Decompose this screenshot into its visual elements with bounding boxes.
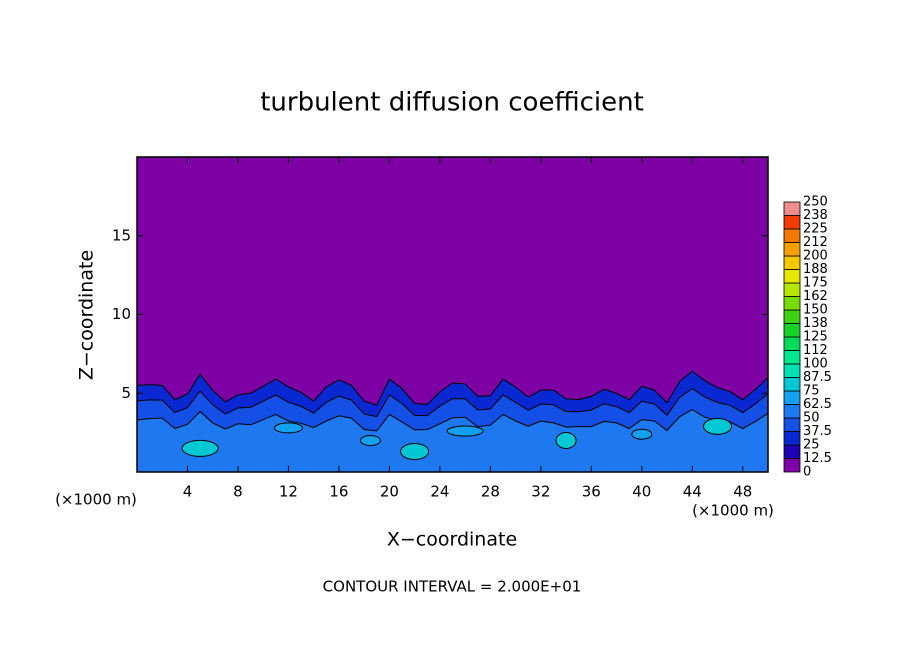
annotation: CONTOUR INTERVAL = 2.000E+01: [323, 578, 582, 596]
colorbar-label: 225: [803, 222, 828, 237]
colorbar-label: 12.5: [803, 451, 832, 466]
x-tick-label: 4: [183, 483, 193, 501]
colorbar-box: [783, 309, 801, 324]
colorbar-box: [783, 255, 801, 270]
colorbar-label: 150: [803, 303, 828, 318]
colorbar-box: [783, 431, 801, 446]
x-tick-label: 12: [279, 483, 298, 501]
x-tick-label: 32: [531, 483, 550, 501]
colorbar-label: 87.5: [803, 370, 832, 385]
y-axis-label: Z−coordinate: [76, 250, 98, 380]
chart-title: turbulent diffusion coefficient: [260, 88, 644, 118]
x-tick-label: 20: [380, 483, 399, 501]
colorbar-label: 188: [803, 262, 828, 277]
contour-band: [273, 422, 303, 434]
colorbar-label: 125: [803, 330, 828, 345]
colorbar-label: 175: [803, 276, 828, 291]
contour-band: [446, 425, 484, 437]
colorbar-box: [783, 215, 801, 230]
x-tick-label: 40: [632, 483, 651, 501]
contour-band: [703, 417, 733, 435]
colorbar-label: 62.5: [803, 397, 832, 412]
x-tick-label: 48: [733, 483, 752, 501]
colorbar-label: 162: [803, 289, 828, 304]
colorbar-label: 112: [803, 343, 828, 358]
colorbar-box: [783, 201, 801, 216]
colorbar-box: [783, 282, 801, 297]
colorbar-box: [783, 350, 801, 365]
contour-band: [359, 435, 381, 446]
colorbar-box: [783, 417, 801, 432]
colorbar-box: [783, 242, 801, 257]
y-tick-label: 15: [112, 226, 131, 244]
colorbar-box: [783, 228, 801, 243]
y-tick-label: 5: [121, 384, 131, 402]
colorbar-box: [783, 444, 801, 459]
colorbar-label: 37.5: [803, 424, 832, 439]
colorbar-label: 25: [803, 438, 820, 453]
colorbar-box: [783, 336, 801, 351]
colorbar-box: [783, 377, 801, 392]
colorbar-box: [783, 296, 801, 311]
x-axis-label: X−coordinate: [387, 529, 517, 551]
colorbar-label: 238: [803, 208, 828, 223]
x-tick-label: 24: [430, 483, 449, 501]
colorbar-label: 212: [803, 235, 828, 250]
contour-band: [631, 428, 653, 440]
x-tick-label: 16: [329, 483, 348, 501]
colorbar-label: 250: [803, 195, 828, 210]
colorbar-box: [783, 390, 801, 405]
contour-band: [400, 443, 430, 461]
colorbar-label: 50: [803, 411, 820, 426]
x-tick-label: 8: [233, 483, 243, 501]
x-unit-label: (×1000 m): [55, 491, 137, 509]
colorbar-box: [783, 404, 801, 419]
contour-band: [555, 432, 577, 449]
colorbar-box: [783, 458, 801, 473]
y-tick-label: 10: [112, 305, 131, 323]
colorbar-label: 100: [803, 357, 828, 372]
x-tick-label: 28: [481, 483, 500, 501]
colorbar-box: [783, 269, 801, 284]
x-tick-label: 36: [582, 483, 601, 501]
x-unit-label: (×1000 m): [692, 502, 774, 520]
colorbar-label: 0: [803, 465, 811, 480]
colorbar-box: [783, 323, 801, 338]
colorbar-label: 200: [803, 249, 828, 264]
contour-band: [181, 439, 219, 457]
colorbar-label: 75: [803, 384, 820, 399]
colorbar-box: [783, 363, 801, 378]
x-tick-label: 44: [683, 483, 702, 501]
colorbar-label: 138: [803, 316, 828, 331]
